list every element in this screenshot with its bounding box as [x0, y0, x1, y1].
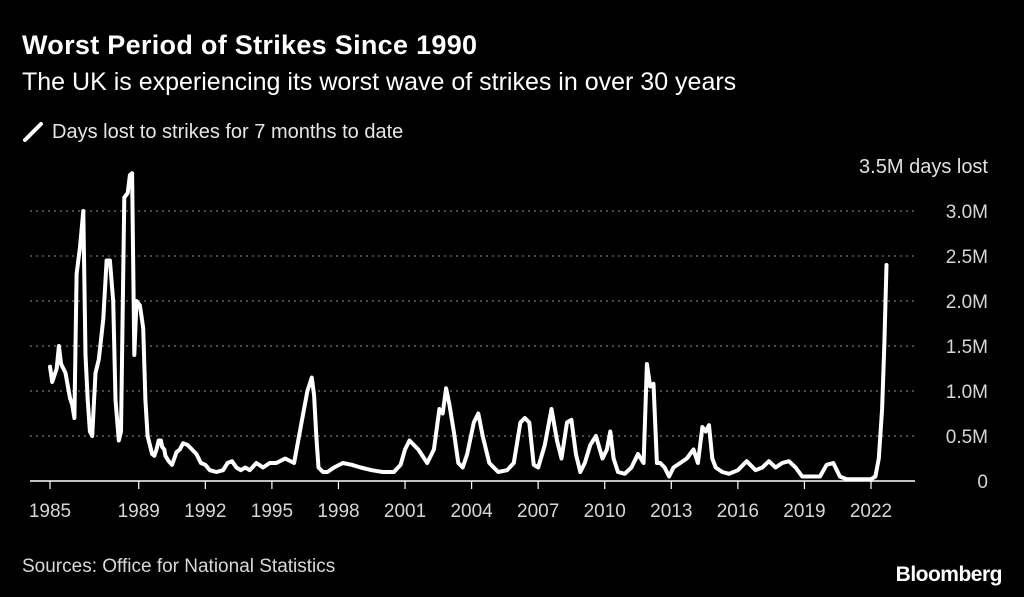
- x-axis: 1985 1989 1992 1995 1998 2001 2004 2007 2010 2013…: [29, 481, 892, 522]
- legend-label: Days lost to strikes for 7 months to dat…: [52, 120, 404, 143]
- chart-title: Worst Period of Strikes Since 1990: [22, 30, 478, 60]
- x-tick-label: 2004: [450, 501, 493, 522]
- legend-line-icon: [23, 122, 43, 142]
- y-tick-label: 1.5M: [946, 337, 988, 358]
- y-axis: 0 0.5M 1.0M 1.5M 2.0M 2.5M 3.0M: [946, 202, 988, 493]
- y-tick-label: 0.5M: [946, 427, 988, 448]
- legend: Days lost to strikes for 7 months to dat…: [22, 120, 403, 144]
- x-tick-label: 1998: [317, 501, 359, 522]
- y-tick-label: 2.5M: [946, 247, 988, 268]
- bloomberg-logo: Bloomberg: [895, 563, 1003, 586]
- x-tick-label: 2007: [517, 501, 559, 522]
- y-tick-label: 2.0M: [946, 292, 988, 313]
- y-tick-label: 1.0M: [946, 382, 988, 403]
- source-note: Sources: Office for National Statistics: [22, 556, 336, 577]
- chart-subtitle: The UK is experiencing its worst wave of…: [22, 68, 737, 96]
- series-line-days-lost: [48, 171, 889, 482]
- grid-lines: [30, 210, 915, 437]
- y-tick-label: 3.0M: [946, 202, 988, 223]
- x-tick-label: 1992: [184, 501, 226, 522]
- y-tick-label: 0: [977, 472, 988, 493]
- x-tick-label: 2010: [584, 501, 626, 522]
- x-tick-label: 2001: [384, 501, 426, 522]
- x-tick-label: 2022: [850, 501, 892, 522]
- x-tick-label: 2013: [650, 501, 692, 522]
- x-tick-label: 2016: [717, 501, 759, 522]
- x-tick-label: 2019: [783, 501, 825, 522]
- x-tick-label: 1989: [118, 501, 160, 522]
- x-tick-label: 1985: [29, 501, 71, 522]
- x-tick-label: 1995: [251, 501, 293, 522]
- y-axis-unit-label: 3.5M days lost: [859, 156, 988, 178]
